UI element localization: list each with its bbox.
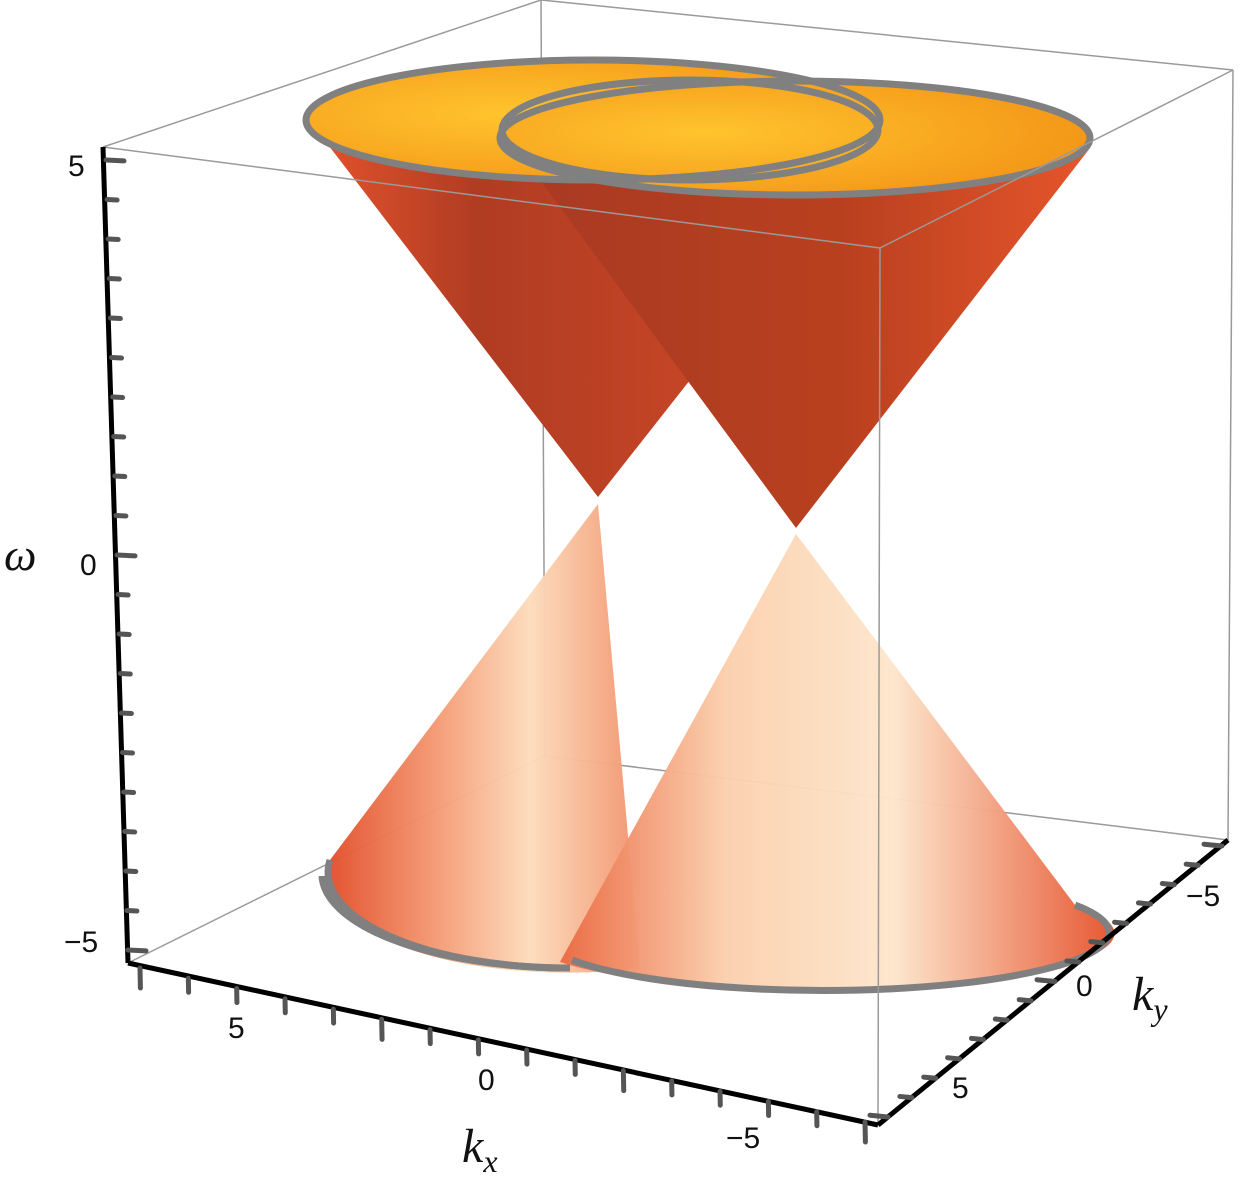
omega-tick-label-5: 5 bbox=[68, 150, 85, 183]
omega-axis: 5 0 −5 ω bbox=[4, 146, 149, 964]
omega-tick-19 bbox=[124, 908, 140, 914]
ky-tick-6 bbox=[1016, 997, 1034, 1004]
omega-tick-3 bbox=[106, 276, 122, 282]
omega-tick-20 bbox=[125, 947, 149, 954]
ky-tick-label-neg5: −5 bbox=[1186, 880, 1220, 913]
omega-tick-10 bbox=[114, 552, 138, 559]
bounding-box-front bbox=[102, 69, 1234, 1126]
omega-axis-ticks bbox=[103, 157, 149, 954]
omega-tick-7 bbox=[111, 434, 127, 440]
ky-axis-label: ky bbox=[1132, 968, 1168, 1027]
omega-tick-1 bbox=[104, 197, 120, 203]
omega-tick-label-neg5: −5 bbox=[64, 926, 98, 959]
ky-tick-14 bbox=[1201, 841, 1225, 849]
omega-tick-2 bbox=[105, 236, 121, 242]
upper-cone-right bbox=[540, 148, 1090, 528]
ky-tick-2 bbox=[921, 1074, 939, 1081]
omega-tick-14 bbox=[118, 710, 134, 716]
omega-tick-0 bbox=[103, 157, 127, 164]
ky-tick-0 bbox=[867, 1112, 891, 1120]
ky-tick-11 bbox=[1135, 900, 1153, 907]
ky-tick-8 bbox=[1064, 958, 1082, 965]
upper-cone-openings bbox=[302, 56, 1094, 199]
ky-axis-label-subscript: y bbox=[1150, 991, 1168, 1027]
kx-tick-label-neg5: −5 bbox=[726, 1122, 760, 1155]
ky-tick-label-5: 5 bbox=[952, 1072, 969, 1105]
omega-tick-12 bbox=[116, 631, 132, 637]
omega-tick-16 bbox=[121, 789, 137, 795]
omega-tick-13 bbox=[117, 671, 133, 677]
kx-axis: 5 0 −5 kx bbox=[127, 960, 879, 1178]
omega-axis-label: ω bbox=[4, 529, 36, 580]
omega-tick-11 bbox=[115, 592, 131, 598]
kx-axis-label-subscript: x bbox=[482, 1143, 497, 1178]
kx-tick-label-0: 0 bbox=[478, 1064, 495, 1097]
ky-tick-10 bbox=[1112, 919, 1130, 926]
omega-tick-8 bbox=[112, 473, 128, 479]
ky-tick-13 bbox=[1183, 861, 1201, 868]
omega-tick-5 bbox=[109, 355, 124, 361]
omega-tick-17 bbox=[122, 829, 138, 835]
omega-tick-label-0: 0 bbox=[80, 549, 97, 582]
kx-axis-label: kx bbox=[462, 1120, 498, 1178]
omega-tick-9 bbox=[113, 513, 129, 519]
omega-tick-4 bbox=[107, 315, 123, 321]
omega-tick-18 bbox=[123, 868, 139, 874]
ky-tick-7 bbox=[1034, 977, 1058, 984]
ky-tick-5 bbox=[992, 1016, 1010, 1023]
ky-tick-12 bbox=[1159, 881, 1177, 888]
ky-axis: −5 0 5 ky bbox=[867, 838, 1230, 1127]
upper-cone-left bbox=[306, 116, 690, 497]
kx-axis-ticks bbox=[137, 965, 868, 1145]
omega-tick-6 bbox=[110, 394, 126, 400]
ky-tick-3 bbox=[945, 1055, 963, 1062]
kx-tick-label-5: 5 bbox=[228, 1012, 245, 1045]
ky-tick-1 bbox=[897, 1093, 915, 1101]
ky-tick-label-0: 0 bbox=[1076, 970, 1093, 1003]
ky-tick-4 bbox=[968, 1035, 986, 1043]
omega-tick-15 bbox=[120, 750, 135, 756]
ky-tick-9 bbox=[1088, 939, 1106, 946]
lower-cone-right bbox=[318, 534, 1115, 995]
ky-axis-ticks bbox=[867, 841, 1225, 1120]
